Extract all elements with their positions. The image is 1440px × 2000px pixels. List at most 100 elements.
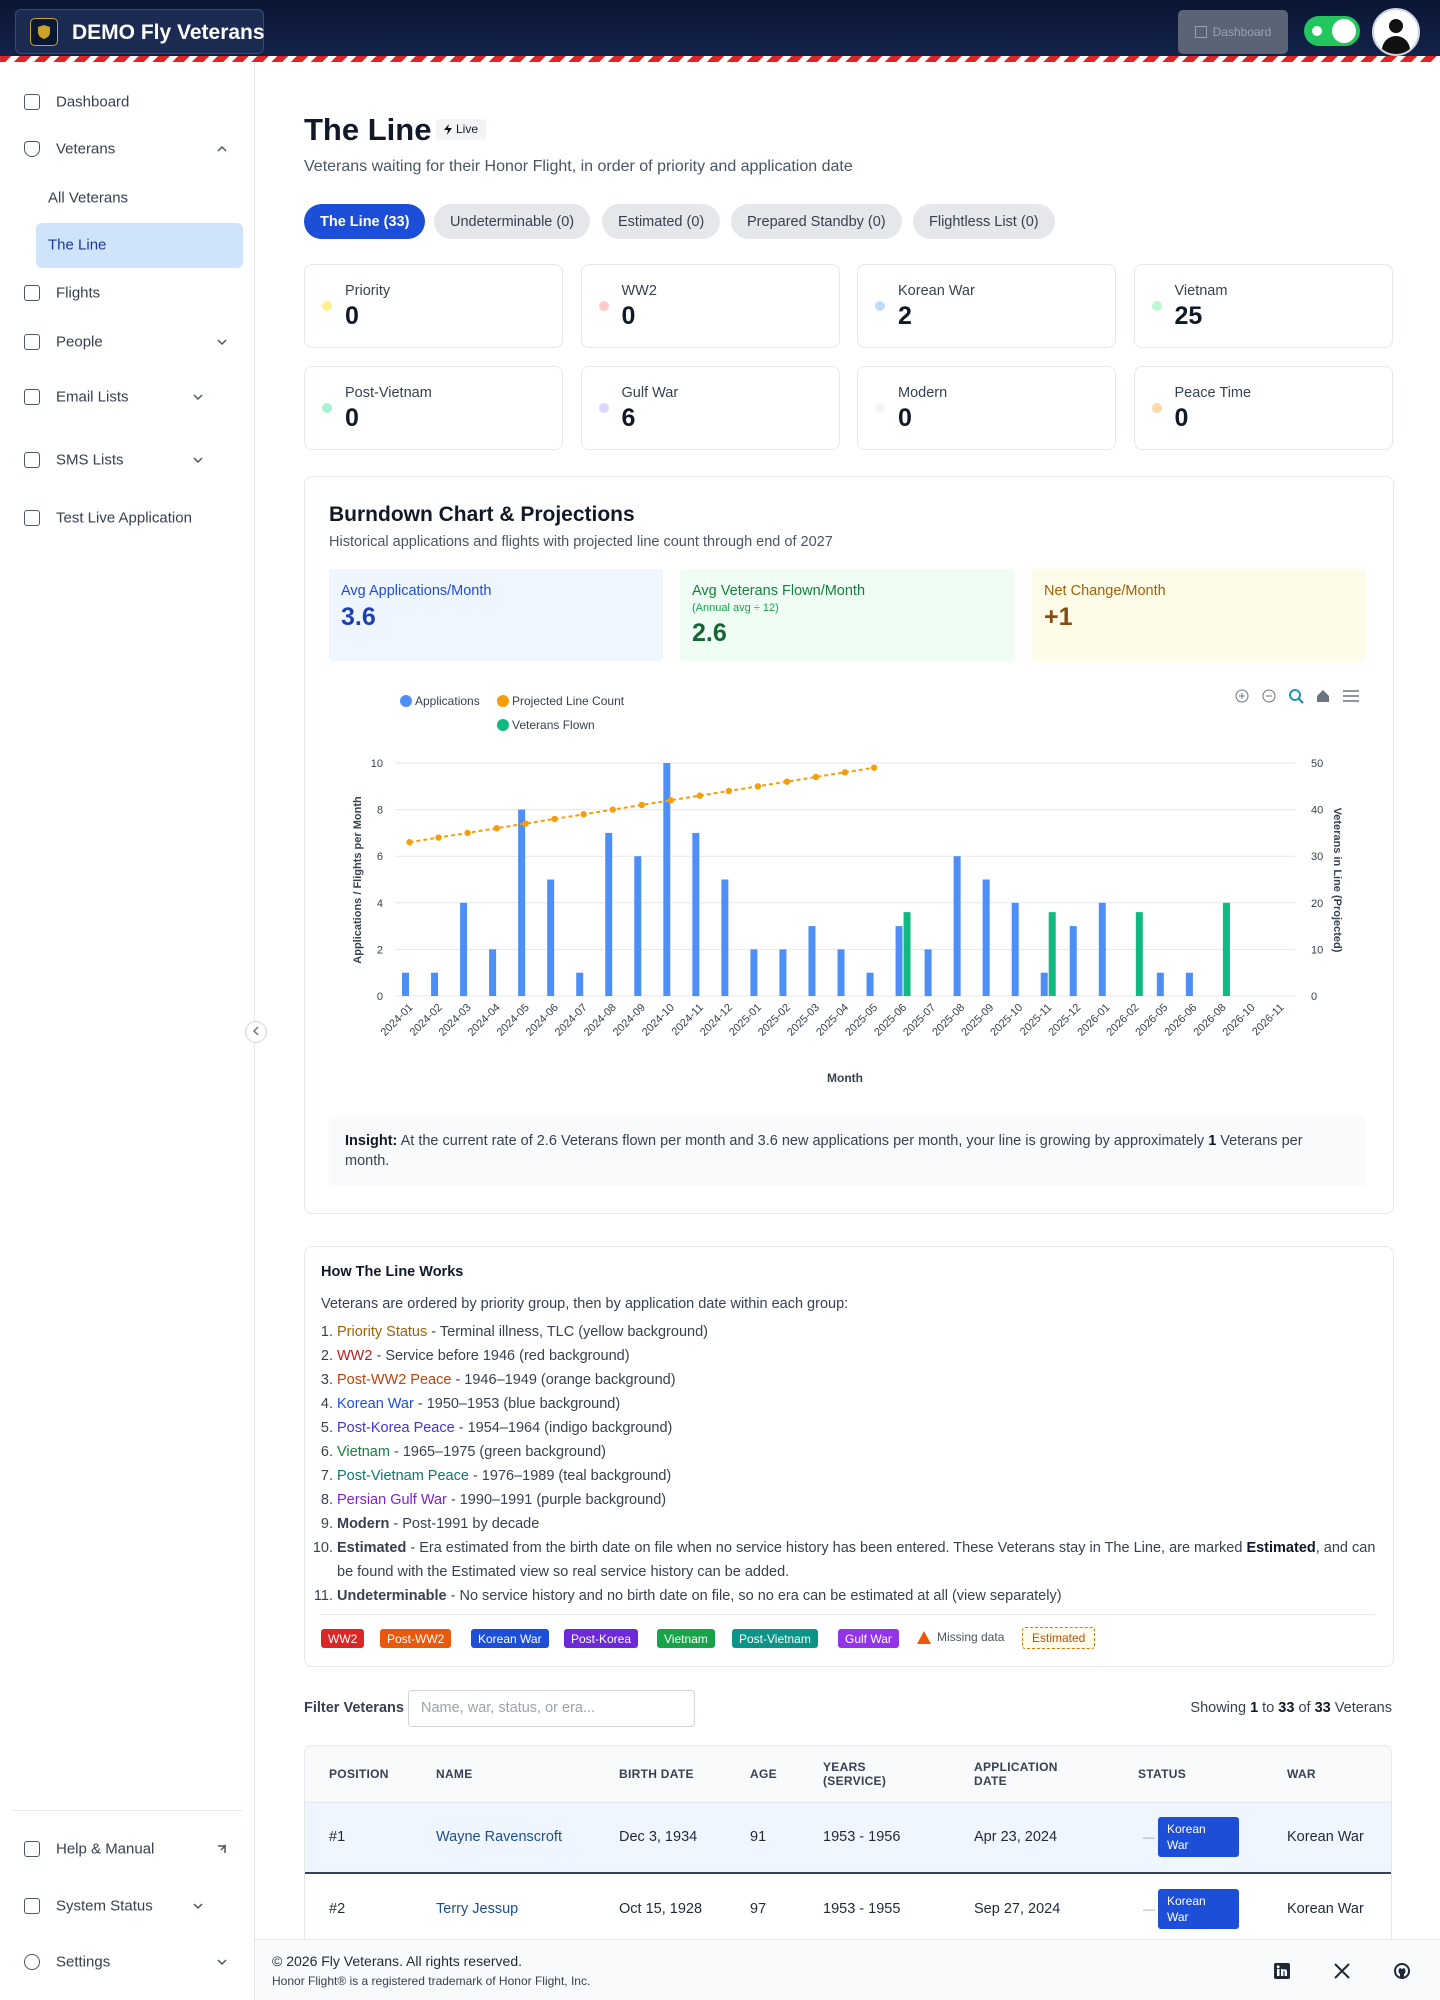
how-term: Korean War bbox=[337, 1396, 414, 1412]
metric-value: 3.6 bbox=[341, 603, 376, 631]
chevron-path bbox=[218, 1844, 227, 1853]
nav-item[interactable]: The Line bbox=[48, 236, 107, 254]
era-badge: Post-WW2 bbox=[380, 1629, 452, 1648]
tab[interactable]: Undeterminable (0) bbox=[434, 204, 591, 239]
zoom-in[interactable] bbox=[1234, 688, 1250, 704]
stat-dot bbox=[598, 301, 609, 311]
filter-input[interactable]: Name, war, status, or era... bbox=[408, 1690, 695, 1727]
tab[interactable]: Flightless List (0) bbox=[913, 204, 1055, 239]
how-item: Priority Status - Terminal illness, TLC … bbox=[337, 1320, 1387, 1344]
cell-name[interactable]: Wayne Ravenscroft bbox=[436, 1829, 562, 1845]
nav-item[interactable]: Email Lists bbox=[56, 388, 129, 406]
chevron-path bbox=[193, 1903, 203, 1910]
stat-dot bbox=[1151, 301, 1162, 311]
how-term: Post-WW2 Peace bbox=[337, 1372, 452, 1388]
column-header: NAME bbox=[436, 1767, 473, 1781]
x-icon[interactable] bbox=[1334, 1963, 1350, 1979]
cell-position: #1 bbox=[329, 1829, 346, 1845]
showing-text: 33 bbox=[1314, 1700, 1331, 1716]
header-stripe bbox=[0, 56, 1440, 62]
stat-value: 2 bbox=[898, 302, 912, 330]
chart-menu[interactable] bbox=[1342, 688, 1360, 704]
tab[interactable]: Prepared Standby (0) bbox=[731, 204, 902, 239]
how-desc: - 1950–1953 (blue background) bbox=[413, 1396, 621, 1412]
how-desc: - 1990–1991 (purple background) bbox=[446, 1492, 667, 1508]
linkedin-icon[interactable] bbox=[1274, 1963, 1290, 1979]
how-desc: - 1954–1964 (indigo background) bbox=[454, 1420, 673, 1436]
insight-text: At the current rate of 2.6 Veterans flow… bbox=[397, 1133, 1209, 1149]
stat-label: WW2 bbox=[621, 283, 657, 299]
insight-text: 1 bbox=[1208, 1133, 1217, 1149]
how-item: Vietnam - 1965–1975 (green background) bbox=[337, 1440, 1387, 1464]
burndown-subtitle: Historical applications and flights with… bbox=[329, 534, 833, 550]
stat-value: 6 bbox=[621, 404, 636, 432]
github-icon[interactable] bbox=[1394, 1963, 1410, 1979]
nav-item[interactable]: SMS Lists bbox=[56, 451, 124, 469]
estimated-badge: Estimated bbox=[1022, 1627, 1096, 1649]
showing-text: to bbox=[1258, 1700, 1279, 1716]
column-header: WAR bbox=[1287, 1767, 1316, 1781]
nav-icon bbox=[24, 1954, 40, 1970]
stat-card bbox=[857, 366, 1116, 450]
missing-label: Missing data bbox=[937, 1630, 1005, 1644]
stat-value: 0 bbox=[621, 302, 636, 330]
insight: Insight: At the current rate of 2.6 Vete… bbox=[345, 1131, 1335, 1171]
cell-name[interactable]: Terry Jessup bbox=[436, 1901, 519, 1917]
metric-label: Avg Applications/Month bbox=[341, 583, 492, 599]
how-list: Priority Status - Terminal illness, TLC … bbox=[321, 1320, 1387, 1608]
nav-icon bbox=[24, 141, 40, 157]
cell-years: 1953 - 1956 bbox=[823, 1829, 901, 1845]
nav-item[interactable]: Dashboard bbox=[56, 93, 130, 111]
how-term: Vietnam bbox=[337, 1444, 390, 1460]
stat-card bbox=[1133, 366, 1393, 450]
page-subtitle: Veterans waiting for their Honor Flight,… bbox=[304, 158, 853, 175]
cell-applied: Sep 27, 2024 bbox=[974, 1901, 1061, 1917]
how-term: Post-Korea Peace bbox=[337, 1420, 455, 1436]
cell-applied: Apr 23, 2024 bbox=[974, 1829, 1058, 1845]
nav-item[interactable]: Settings bbox=[56, 1953, 111, 1971]
avatar[interactable] bbox=[1372, 8, 1420, 56]
toggle-knob bbox=[1332, 19, 1356, 43]
era-badge: Gulf War bbox=[838, 1629, 899, 1648]
selection-zoom[interactable] bbox=[1288, 688, 1304, 704]
nav-item[interactable]: Help & Manual bbox=[56, 1840, 155, 1858]
nav-item[interactable]: People bbox=[56, 333, 103, 351]
stat-label: Modern bbox=[898, 385, 948, 401]
showing-text: Showing bbox=[1190, 1700, 1251, 1716]
insight-text: Insight: bbox=[345, 1133, 398, 1149]
nav-active bbox=[36, 223, 243, 268]
nav-icon bbox=[24, 510, 40, 526]
logo-shield bbox=[38, 25, 50, 39]
nav-icon bbox=[24, 94, 40, 110]
chart-toolbar bbox=[1234, 688, 1360, 704]
how-term: Persian Gulf War bbox=[337, 1492, 447, 1508]
column-header: APPLICATION DATE bbox=[974, 1760, 1058, 1788]
live-badge: Live bbox=[436, 119, 487, 140]
reset-zoom[interactable] bbox=[1315, 688, 1331, 704]
tab[interactable]: Estimated (0) bbox=[602, 204, 721, 239]
collapse-button[interactable] bbox=[245, 1021, 267, 1043]
stat-label: Korean War bbox=[898, 283, 975, 299]
chevron-path bbox=[193, 394, 203, 401]
zoom-out[interactable] bbox=[1261, 688, 1277, 704]
stat-value: 0 bbox=[345, 302, 359, 330]
how-item: Modern - Post-1991 by decade bbox=[337, 1512, 1387, 1536]
nav-item[interactable]: Test Live Application bbox=[56, 509, 192, 527]
dashboard-button[interactable]: Dashboard bbox=[1178, 10, 1288, 54]
tab[interactable]: The Line (33) bbox=[304, 204, 426, 239]
nav-item[interactable]: All Veterans bbox=[48, 189, 129, 207]
how-item: WW2 - Service before 1946 (red backgroun… bbox=[337, 1344, 1387, 1368]
how-desc: - Era estimated from the birth date on f… bbox=[406, 1540, 1247, 1556]
grid-icon bbox=[1194, 26, 1207, 38]
nav-item[interactable]: Flights bbox=[56, 284, 101, 302]
metric-label: Avg Veterans Flown/Month bbox=[692, 583, 866, 599]
stat-label: Vietnam bbox=[1174, 283, 1228, 299]
stat-label: Peace Time bbox=[1174, 385, 1252, 401]
insight-box bbox=[329, 1116, 1366, 1186]
copyright: © 2026 Fly Veterans. All rights reserved… bbox=[272, 1953, 522, 1969]
nav-item[interactable]: System Status bbox=[56, 1897, 153, 1915]
avatar-head bbox=[1389, 19, 1403, 33]
avatar-body bbox=[1382, 36, 1410, 54]
nav-item[interactable]: Veterans bbox=[56, 140, 116, 158]
